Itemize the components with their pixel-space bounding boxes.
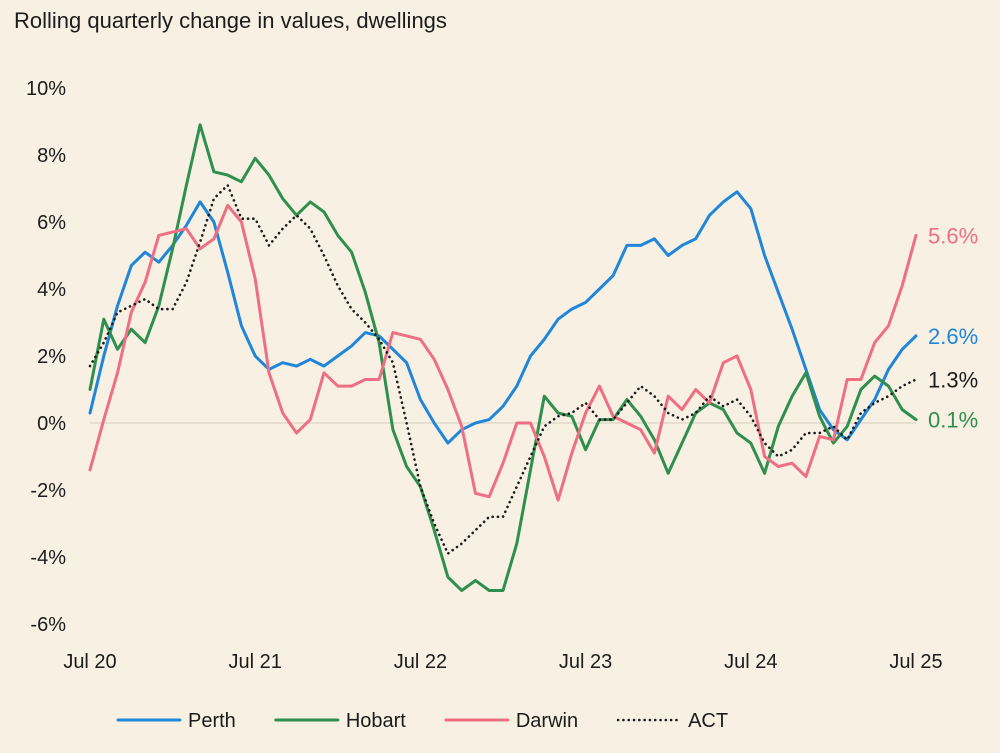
y-tick-label: 2%: [37, 346, 66, 368]
x-tick-label: Jul 24: [724, 651, 777, 673]
y-tick-label: 10%: [26, 78, 66, 100]
series-line-hobart: [88, 123, 918, 592]
y-tick-label: 4%: [37, 279, 66, 301]
end-label-hobart: 0.1%: [928, 408, 978, 433]
series-line-act: [88, 183, 918, 555]
legend-label-darwin: Darwin: [516, 710, 578, 732]
x-tick-label: Jul 21: [229, 651, 282, 673]
end-labels: 5.6% 2.6% 1.3% 0.1%: [928, 223, 978, 432]
end-label-darwin: 5.6%: [928, 223, 978, 248]
y-axis-ticks: 10% 8% 6% 4% 2% 0% -2% -4% -6%: [26, 78, 66, 636]
x-tick-label: Jul 25: [889, 651, 942, 673]
y-tick-label: 8%: [37, 145, 66, 167]
legend: Perth Hobart Darwin ACT: [116, 710, 728, 732]
x-tick-label: Jul 22: [394, 651, 447, 673]
legend-label-hobart: Hobart: [346, 710, 406, 732]
x-tick-label: Jul 23: [559, 651, 612, 673]
y-tick-label: 0%: [37, 413, 66, 435]
x-tick-label: Jul 20: [63, 651, 116, 673]
chart-title: Rolling quarterly change in values, dwel…: [14, 8, 447, 33]
x-axis-ticks: Jul 20 Jul 21 Jul 22 Jul 23 Jul 24 Jul 25: [63, 651, 942, 673]
series-line-darwin: [88, 203, 918, 502]
y-tick-label: 6%: [37, 212, 66, 234]
series-lines: [88, 123, 918, 592]
legend-label-act: ACT: [688, 710, 728, 732]
end-label-act: 1.3%: [928, 367, 978, 392]
legend-label-perth: Perth: [188, 710, 236, 732]
series-line-perth: [88, 190, 918, 445]
y-tick-label: -4%: [30, 547, 66, 569]
y-tick-label: -2%: [30, 480, 66, 502]
end-label-perth: 2.6%: [928, 324, 978, 349]
y-tick-label: -6%: [30, 614, 66, 636]
